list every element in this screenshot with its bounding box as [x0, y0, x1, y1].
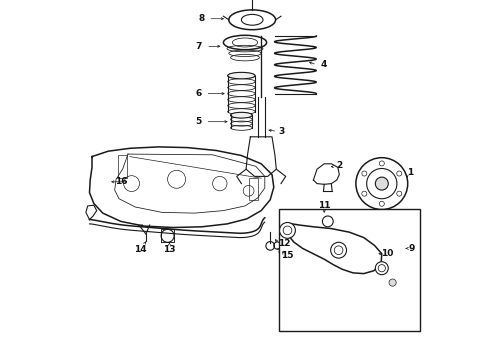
- Text: 8: 8: [198, 14, 205, 23]
- Text: 13: 13: [163, 245, 175, 253]
- Bar: [118, 155, 127, 178]
- Circle shape: [375, 177, 388, 190]
- Text: 11: 11: [318, 201, 330, 210]
- Ellipse shape: [231, 112, 252, 118]
- Text: 9: 9: [409, 244, 415, 253]
- Text: 3: 3: [278, 127, 284, 136]
- Text: 16: 16: [115, 177, 127, 186]
- Circle shape: [331, 242, 346, 258]
- Text: 1: 1: [408, 168, 414, 177]
- Ellipse shape: [228, 72, 255, 79]
- Text: 12: 12: [278, 239, 290, 248]
- Text: 10: 10: [381, 249, 393, 258]
- Text: 14: 14: [134, 245, 147, 253]
- Text: 4: 4: [321, 60, 327, 69]
- Circle shape: [322, 216, 333, 227]
- Circle shape: [280, 222, 295, 238]
- Text: 15: 15: [281, 251, 294, 260]
- Text: 2: 2: [336, 161, 343, 170]
- Text: 6: 6: [195, 89, 201, 98]
- Circle shape: [389, 279, 396, 286]
- Bar: [248, 178, 258, 200]
- Circle shape: [375, 262, 388, 275]
- Bar: [279, 209, 419, 331]
- Text: 7: 7: [195, 42, 201, 51]
- Text: 5: 5: [195, 117, 201, 126]
